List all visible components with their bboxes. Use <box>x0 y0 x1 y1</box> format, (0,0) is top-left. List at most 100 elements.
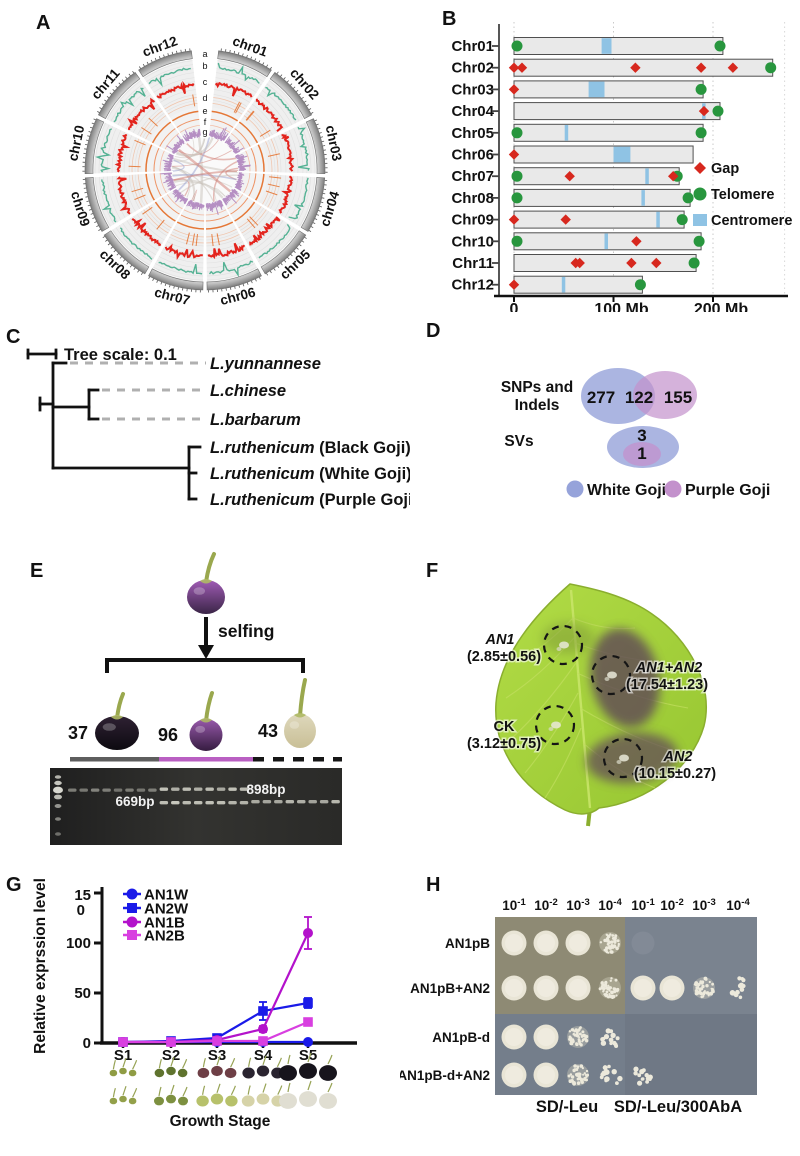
y-tick: 15 <box>74 887 91 904</box>
yeast-colony <box>736 990 740 995</box>
gel-band-size-left: 669bp <box>115 794 154 809</box>
yeast-spot-faint <box>631 931 655 955</box>
gap-marker <box>698 105 710 117</box>
yeast-colony <box>617 1075 623 1082</box>
yeast-growth-assay: 10-1 10-1 10-2 10-2 10-3 10-3 10-4 10-4 AN1pB AN1… <box>400 897 757 1116</box>
fruit-image <box>187 552 225 614</box>
panel-e-label: E <box>30 560 44 582</box>
stage-fruit-image <box>128 1097 137 1105</box>
circos-links <box>171 136 239 203</box>
dilution-label: 10-1 <box>502 897 526 913</box>
down-arrow-icon <box>198 645 214 659</box>
yeast-colony <box>600 1040 607 1046</box>
construct-name: CK <box>494 719 515 735</box>
yeast-colony <box>637 1080 643 1086</box>
legend-label: Gap <box>711 161 739 177</box>
yeast-colony <box>611 1069 617 1075</box>
stage-fruit-image <box>279 1065 297 1081</box>
stage-fruit-image <box>242 1067 255 1079</box>
yeast-colony <box>732 991 737 996</box>
telomere-marker <box>765 62 777 74</box>
stage-fruit-image <box>211 1065 223 1077</box>
stage-fruit-image <box>109 1069 118 1077</box>
stage-fruit-image <box>177 1068 188 1078</box>
yeast-colony <box>600 1072 605 1077</box>
telomere-marker <box>511 127 523 139</box>
venn1-left-count: 277 <box>587 388 615 407</box>
gel-ladder-band <box>55 817 61 821</box>
yeast-colony <box>607 1064 611 1069</box>
stage-fruit-image <box>256 1093 270 1105</box>
chromosome-bar <box>513 145 694 164</box>
yeast-colony <box>739 987 745 992</box>
phylogenetic-tree: Tree scale: 0.1 L.yunnannese L.chinese L.ba… <box>26 346 410 509</box>
tree-scale-label: Tree scale: 0.1 <box>64 346 177 364</box>
centromere-marker <box>645 168 649 184</box>
selfing-label: selfing <box>218 621 274 641</box>
telomere-marker <box>511 170 523 182</box>
construct-name: AN2 <box>662 749 692 765</box>
gel-ladder-band <box>55 832 61 836</box>
svg-text:chr03: chr03 <box>323 124 345 163</box>
gel-band-size-right: 898bp <box>246 782 285 797</box>
legend-white-goji-icon <box>566 480 584 498</box>
svg-text:f: f <box>204 117 207 127</box>
x-axis-label: Growth Stage <box>170 1113 271 1130</box>
panel-h-label: H <box>426 874 441 896</box>
taxon-label: L.ruthenicum (Purple Goji) <box>210 491 410 509</box>
svg-text:c: c <box>203 77 208 87</box>
x-tick: S1 <box>114 1047 132 1064</box>
panel-a-label: A <box>36 12 51 34</box>
centromere-marker <box>641 190 645 206</box>
construct-value: (17.54±1.23) <box>626 677 708 693</box>
stage-fruit-image <box>319 1065 337 1081</box>
svg-text:g: g <box>202 127 207 137</box>
telomere-marker <box>511 192 523 204</box>
panel-f-label: F <box>426 560 439 582</box>
x-tick: S5 <box>299 1047 317 1064</box>
panel-b-label: B <box>442 8 457 30</box>
chromosome-bar <box>513 275 643 294</box>
gel-ladder-band <box>53 786 63 794</box>
plate-medium-label: SD/-Leu/300AbA <box>614 1098 742 1116</box>
dilution-label: 10-2 <box>534 897 557 913</box>
stage-fruit-image <box>299 1063 317 1079</box>
venn2-overlap-count: 1 <box>637 444 646 463</box>
circos-track-b <box>95 62 310 278</box>
taxon-label: L.ruthenicum (Black Goji) <box>210 439 410 457</box>
x-tick: S2 <box>162 1047 180 1064</box>
offspring-count: 96 <box>158 725 178 745</box>
legend-label: AN2W <box>144 901 189 918</box>
construct-name: AN1 <box>484 632 514 648</box>
taxon-label: L.chinese <box>210 382 286 400</box>
y-axis-label: Relative exprssion level <box>32 878 49 1054</box>
purple-group-bar <box>159 757 257 762</box>
construct-value: (3.12±0.75) <box>467 736 541 752</box>
taxon-label: L.barbarum <box>210 411 301 429</box>
chromosome-row-label: Chr03 <box>451 81 494 98</box>
yeast-colony <box>645 1076 650 1081</box>
stage-fruit-image <box>166 1066 176 1076</box>
fruit-image <box>189 691 223 751</box>
yeast-colony <box>609 1041 613 1046</box>
fruit-image <box>284 678 316 748</box>
gap-marker <box>508 84 520 95</box>
infiltration-circle <box>602 737 644 779</box>
fruit-image <box>95 692 139 750</box>
assay-row-label: AN1pB-d <box>432 1030 490 1045</box>
legend-label: AN2B <box>144 928 185 945</box>
stage-fruit-image <box>225 1095 238 1107</box>
stage-fruit-image <box>166 1094 176 1104</box>
chromosome-row-label: Chr05 <box>451 125 494 142</box>
yeast-colony <box>741 983 746 989</box>
stage-fruit-image <box>197 1067 210 1079</box>
stage-fruit-image <box>241 1095 255 1107</box>
telomere-marker <box>712 105 724 117</box>
chromosome-bar <box>513 188 691 207</box>
infiltration-circle <box>590 654 632 696</box>
chromosome-row-label: Chr04 <box>451 103 494 120</box>
stage-fruit-image <box>196 1095 209 1107</box>
circos-genome-plot: abcdefgchr01chr02chr03chr04chr05chr06chr… <box>65 33 345 308</box>
chromosome-bar <box>513 80 704 99</box>
